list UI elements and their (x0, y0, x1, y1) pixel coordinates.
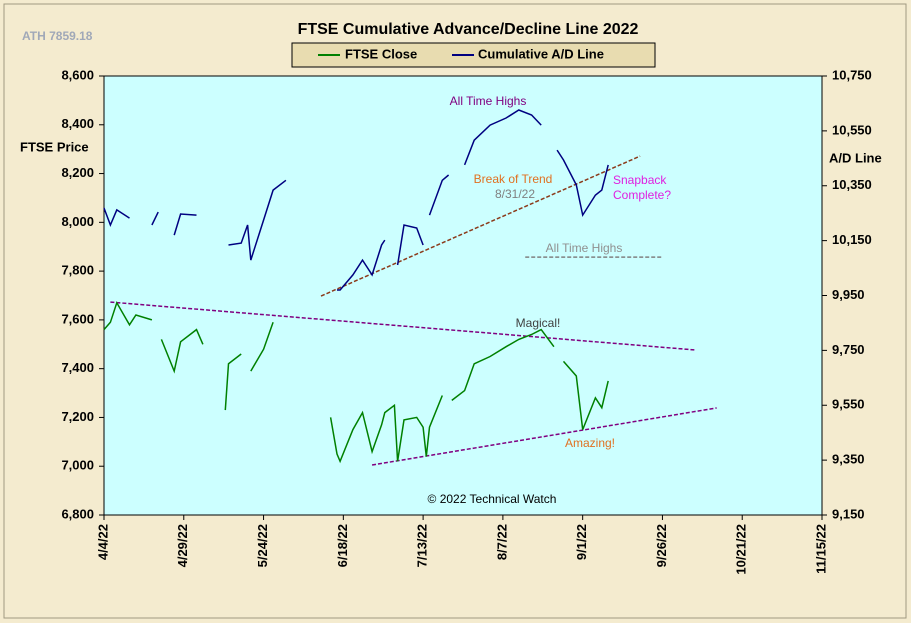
x-tick-label: 9/26/22 (654, 524, 669, 567)
x-tick-label: 5/24/22 (255, 524, 270, 567)
annotation: Magical! (516, 316, 561, 330)
y-tick-label: 7,400 (61, 360, 94, 375)
y-tick-label: 7,200 (61, 409, 94, 424)
series-line (103, 300, 609, 464)
y2-tick-label: 9,750 (832, 342, 865, 357)
x-tick-label: 9/1/22 (574, 524, 589, 560)
annotation: Break of Trend (474, 172, 553, 186)
x-tick-label: 4/29/22 (175, 524, 190, 567)
legend-label: FTSE Close (345, 46, 417, 61)
y-axis-label: FTSE Price (20, 139, 89, 154)
y2-tick-label: 10,550 (832, 122, 872, 137)
y2-tick-label: 10,150 (832, 232, 872, 247)
y-tick-label: 8,600 (61, 67, 94, 82)
y2-axis-label: A/D Line (829, 150, 882, 165)
x-tick-label: 7/13/22 (415, 524, 430, 567)
y2-tick-label: 10,350 (832, 177, 872, 192)
annotation: Amazing! (565, 436, 615, 450)
y2-tick-label: 9,150 (832, 506, 865, 521)
y-tick-label: 8,200 (61, 165, 94, 180)
trendline (110, 301, 695, 351)
x-tick-label: 8/7/22 (494, 524, 509, 560)
y-tick-label: 7,000 (61, 458, 94, 473)
annotation: All Time Highs (450, 94, 527, 108)
annotation: All Time Highs (546, 241, 623, 255)
corner-note: ATH 7859.18 (22, 29, 93, 43)
chart-title: FTSE Cumulative Advance/Decline Line 202… (298, 21, 639, 38)
annotation: Complete? (613, 188, 671, 202)
plot-area (103, 75, 823, 516)
y2-tick-label: 9,350 (832, 452, 865, 467)
series-line (103, 109, 609, 291)
trendline (371, 407, 717, 466)
y2-tick-label: 9,950 (832, 287, 865, 302)
annotation: 8/31/22 (495, 187, 535, 201)
y-tick-label: 7,800 (61, 263, 94, 278)
y-tick-label: 7,600 (61, 311, 94, 326)
trendline (320, 155, 641, 297)
y-tick-label: 6,800 (61, 506, 94, 521)
x-tick-label: 4/4/22 (95, 524, 110, 560)
x-tick-label: 10/21/22 (734, 524, 749, 575)
frame (3, 3, 907, 619)
annotation: Snapback (613, 173, 667, 187)
y2-tick-label: 9,550 (832, 397, 865, 412)
legend-label: Cumulative A/D Line (478, 46, 604, 61)
x-tick-label: 11/15/22 (813, 524, 828, 574)
y-tick-label: 8,000 (61, 214, 94, 229)
credit: © 2022 Technical Watch (428, 492, 557, 506)
y2-tick-label: 10,750 (832, 67, 872, 82)
x-tick-label: 6/18/22 (335, 524, 350, 567)
y-tick-label: 8,400 (61, 116, 94, 131)
